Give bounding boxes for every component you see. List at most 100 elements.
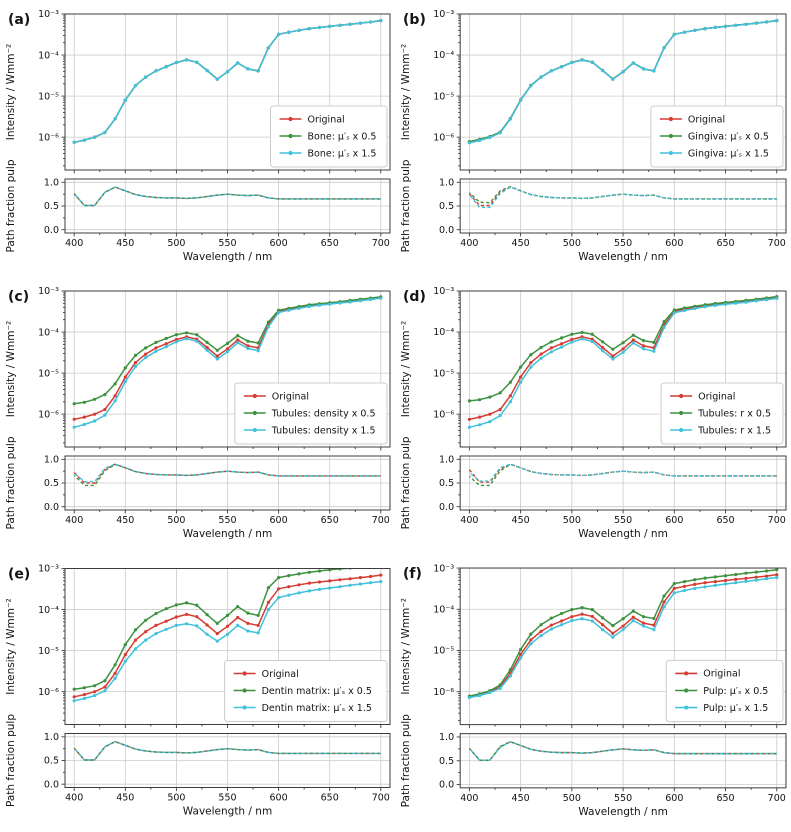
svg-text:Wavelength / nm: Wavelength / nm [183, 251, 272, 263]
svg-text:10⁻⁶: 10⁻⁶ [433, 409, 454, 420]
svg-text:Intensity / Wmm⁻²: Intensity / Wmm⁻² [400, 321, 412, 417]
svg-text:10⁻⁶: 10⁻⁶ [433, 687, 454, 698]
svg-text:600: 600 [665, 238, 683, 249]
svg-text:Original: Original [698, 391, 735, 402]
chart-b: 400 450 500 550 600 650 700 10⁻³ 10⁻⁴ 10⁻⁵ 10⁻⁶ 1.0… [400, 9, 787, 263]
svg-text:Intensity / Wmm⁻²: Intensity / Wmm⁻² [400, 44, 412, 140]
svg-text:0.0: 0.0 [439, 780, 454, 791]
svg-text:10⁻⁴: 10⁻⁴ [38, 605, 59, 616]
svg-text:Wavelength / nm: Wavelength / nm [578, 251, 668, 263]
svg-text:10⁻³: 10⁻³ [38, 286, 59, 297]
svg-text:700: 700 [768, 515, 786, 526]
panel-e: 400 450 500 550 600 650 700 10⁻³ 10⁻⁴ 10⁻⁵ 10⁻⁶ 1.0… [0, 554, 395, 832]
svg-text:0.5: 0.5 [44, 201, 59, 212]
svg-text:450: 450 [116, 238, 134, 249]
svg-text:10⁻³: 10⁻³ [38, 564, 59, 575]
svg-text:Wavelength / nm: Wavelength / nm [183, 806, 272, 818]
svg-text:10⁻⁴: 10⁻⁴ [433, 327, 454, 338]
svg-text:Path fraction pulp: Path fraction pulp [5, 436, 17, 529]
chart-c: 400 450 500 550 600 650 700 10⁻³ 10⁻⁴ 10⁻⁵ 10⁻⁶ 1.0… [5, 286, 391, 540]
svg-text:10⁻³: 10⁻³ [433, 563, 454, 574]
svg-text:700: 700 [768, 238, 786, 249]
svg-text:10⁻⁵: 10⁻⁵ [433, 646, 454, 657]
svg-text:10⁻⁴: 10⁻⁴ [38, 327, 59, 338]
svg-text:450: 450 [116, 793, 134, 804]
svg-text:Bone: μ′ₛ x 0.5: Bone: μ′ₛ x 0.5 [308, 131, 377, 142]
svg-text:400: 400 [65, 238, 83, 249]
svg-text:500: 500 [563, 793, 581, 804]
svg-text:10⁻⁶: 10⁻⁶ [38, 687, 59, 698]
svg-text:Dentin matrix: μ′ₛ x 1.5: Dentin matrix: μ′ₛ x 1.5 [262, 703, 372, 714]
svg-text:10⁻⁴: 10⁻⁴ [433, 50, 454, 61]
svg-text:700: 700 [372, 793, 390, 804]
svg-text:450: 450 [116, 515, 134, 526]
svg-text:1.0: 1.0 [439, 732, 454, 743]
svg-text:700: 700 [372, 515, 390, 526]
svg-text:Bone: μ′ₛ x 1.5: Bone: μ′ₛ x 1.5 [308, 148, 377, 159]
svg-text:550: 550 [218, 793, 236, 804]
svg-text:650: 650 [321, 238, 339, 249]
svg-text:Tubules: r x 0.5: Tubules: r x 0.5 [697, 408, 771, 419]
svg-text:10⁻⁵: 10⁻⁵ [38, 368, 59, 379]
svg-text:Path fraction pulp: Path fraction pulp [5, 159, 17, 252]
svg-text:500: 500 [563, 515, 581, 526]
chart-a: 400 450 500 550 600 650 700 10⁻³ 10⁻⁴ 10⁻⁵ 10⁻⁶ 1.0… [5, 9, 391, 263]
svg-text:(c): (c) [8, 289, 29, 305]
svg-text:450: 450 [512, 515, 530, 526]
svg-text:650: 650 [716, 238, 734, 249]
svg-text:600: 600 [665, 515, 683, 526]
svg-text:0.5: 0.5 [44, 478, 59, 489]
svg-text:Original: Original [272, 391, 309, 402]
svg-text:10⁻⁵: 10⁻⁵ [38, 646, 59, 657]
svg-text:Gingiva: μ′ₛ x 1.5: Gingiva: μ′ₛ x 1.5 [688, 148, 769, 159]
svg-text:0.0: 0.0 [44, 502, 59, 513]
svg-text:Tubules: density x 1.5: Tubules: density x 1.5 [271, 425, 376, 436]
svg-text:0.5: 0.5 [439, 201, 454, 212]
svg-text:700: 700 [372, 238, 390, 249]
svg-text:1.0: 1.0 [439, 455, 454, 466]
svg-text:400: 400 [65, 793, 83, 804]
svg-text:550: 550 [614, 515, 632, 526]
svg-text:10⁻⁶: 10⁻⁶ [38, 409, 59, 420]
svg-text:Pulp: μ′ₛ x 1.5: Pulp: μ′ₛ x 1.5 [703, 703, 768, 714]
chart-e: 400 450 500 550 600 650 700 10⁻³ 10⁻⁴ 10⁻⁵ 10⁻⁶ 1.0… [5, 564, 391, 818]
svg-text:Intensity / Wmm⁻²: Intensity / Wmm⁻² [5, 44, 17, 141]
svg-text:700: 700 [768, 793, 786, 804]
svg-text:500: 500 [167, 793, 185, 804]
svg-text:Tubules: density x 0.5: Tubules: density x 0.5 [271, 408, 376, 419]
svg-text:Original: Original [262, 669, 299, 680]
svg-text:0.5: 0.5 [439, 478, 454, 489]
svg-text:Gingiva: μ′ₛ x 0.5: Gingiva: μ′ₛ x 0.5 [688, 131, 769, 142]
svg-text:Path fraction pulp: Path fraction pulp [400, 159, 412, 252]
svg-text:550: 550 [218, 515, 236, 526]
svg-text:1.0: 1.0 [439, 178, 454, 189]
svg-text:(d): (d) [403, 289, 426, 305]
svg-text:1.0: 1.0 [44, 455, 59, 466]
panel-c: 400 450 500 550 600 650 700 10⁻³ 10⁻⁴ 10⁻⁵ 10⁻⁶ 1.0… [0, 277, 395, 554]
svg-text:400: 400 [65, 515, 83, 526]
svg-text:550: 550 [614, 238, 632, 249]
svg-text:450: 450 [512, 238, 530, 249]
svg-text:Intensity / Wmm⁻²: Intensity / Wmm⁻² [400, 598, 412, 695]
svg-text:650: 650 [321, 515, 339, 526]
svg-text:500: 500 [167, 238, 185, 249]
svg-text:Intensity / Wmm⁻²: Intensity / Wmm⁻² [5, 321, 17, 418]
svg-text:Path fraction pulp: Path fraction pulp [400, 714, 412, 807]
svg-text:Intensity / Wmm⁻²: Intensity / Wmm⁻² [5, 598, 17, 695]
chart-f: 400 450 500 550 600 650 700 10⁻³ 10⁻⁴ 10⁻⁵ 10⁻⁶ 1.0… [400, 563, 787, 818]
svg-text:0.0: 0.0 [44, 779, 59, 790]
svg-text:10⁻³: 10⁻³ [38, 9, 59, 20]
panel-b: 400 450 500 550 600 650 700 10⁻³ 10⁻⁴ 10⁻⁵ 10⁻⁶ 1.0… [395, 0, 791, 277]
svg-text:1.0: 1.0 [44, 732, 59, 743]
svg-text:10⁻³: 10⁻³ [433, 286, 454, 297]
svg-text:Dentin matrix: μ′ₛ x 0.5: Dentin matrix: μ′ₛ x 0.5 [262, 686, 372, 697]
svg-text:10⁻⁵: 10⁻⁵ [433, 91, 454, 102]
svg-text:450: 450 [512, 793, 530, 804]
svg-text:650: 650 [321, 793, 339, 804]
svg-text:Path fraction pulp: Path fraction pulp [5, 714, 17, 807]
chart-d: 400 450 500 550 600 650 700 10⁻³ 10⁻⁴ 10⁻⁵ 10⁻⁶ 1.0… [400, 286, 787, 540]
svg-text:10⁻⁶: 10⁻⁶ [38, 132, 59, 143]
svg-text:Pulp: μ′ₛ x 0.5: Pulp: μ′ₛ x 0.5 [703, 686, 768, 697]
svg-text:10⁻³: 10⁻³ [433, 9, 454, 20]
